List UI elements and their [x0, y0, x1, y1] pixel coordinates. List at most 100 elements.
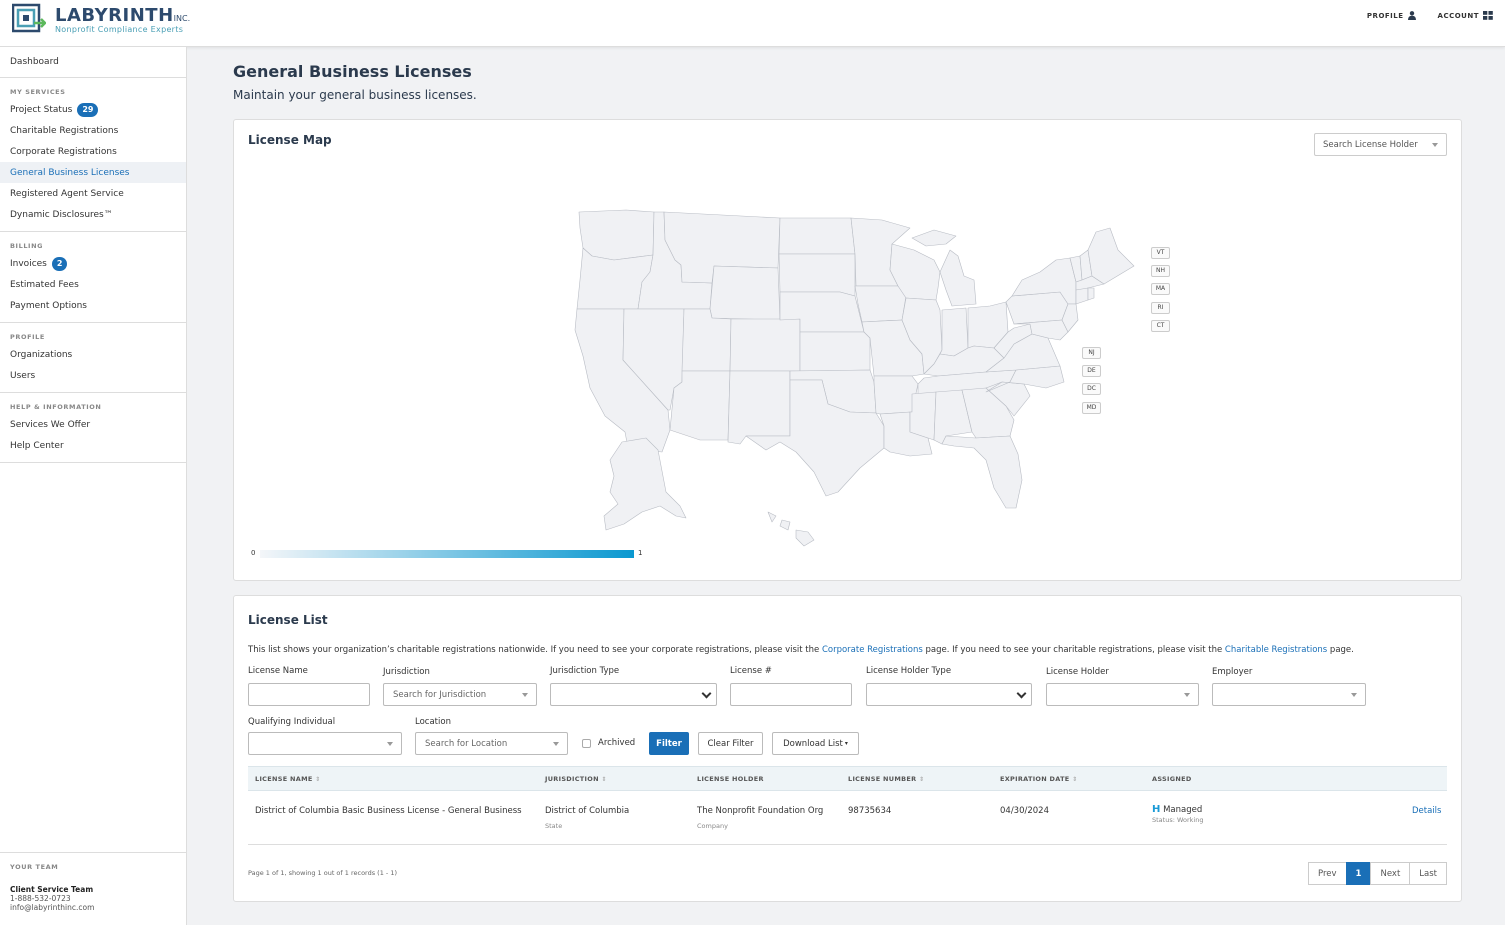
- team-email[interactable]: info@labyrinthinc.com: [10, 903, 95, 912]
- jurisdiction-placeholder: Search for Jurisdiction: [393, 690, 487, 700]
- qualifying-individual-select[interactable]: [248, 732, 402, 755]
- sidebar-item-charitable-registrations[interactable]: Charitable Registrations: [10, 125, 119, 136]
- your-team-heading: YOUR TEAM: [10, 863, 59, 871]
- state-tag-ma[interactable]: MA: [1151, 283, 1170, 295]
- sidebar-item-users[interactable]: Users: [10, 370, 36, 381]
- sidebar-item-estimated-fees[interactable]: Estimated Fees: [10, 279, 79, 290]
- license-holder-search-select[interactable]: Search License Holder: [1314, 133, 1447, 156]
- brand-suffix: INC.: [173, 13, 191, 23]
- download-list-button[interactable]: Download List ▾: [772, 732, 859, 755]
- state-nc: [985, 365, 1065, 393]
- col-jurisdiction[interactable]: JURISDICTION ⇕: [545, 775, 607, 783]
- last-page-button[interactable]: Last: [1409, 862, 1447, 885]
- account-menu[interactable]: ACCOUNT: [1438, 11, 1493, 20]
- row-details-link[interactable]: Details: [1412, 806, 1442, 816]
- sort-icon: ⇕: [601, 776, 607, 783]
- sidebar-item-dynamic-disclosures[interactable]: Dynamic Disclosures™: [10, 209, 113, 220]
- license-number-input[interactable]: [730, 683, 852, 706]
- map-legend-gradient: [260, 550, 634, 558]
- col-license-name[interactable]: LICENSE NAME ⇕: [255, 775, 321, 783]
- state-tag-vt[interactable]: VT: [1151, 247, 1170, 259]
- profile-label: PROFILE: [1366, 11, 1404, 20]
- labyrinth-logo-icon: [11, 3, 47, 35]
- state-tag-md[interactable]: MD: [1082, 402, 1101, 414]
- row-license-name: District of Columbia Basic Business Lice…: [255, 806, 522, 816]
- row-license-number: 98735634: [848, 806, 892, 816]
- state-tag-de[interactable]: DE: [1082, 365, 1101, 377]
- caret-down-icon: [1432, 143, 1438, 147]
- state-tag-nh[interactable]: NH: [1151, 265, 1170, 277]
- location-label: Location: [415, 717, 451, 727]
- archived-checkbox[interactable]: [582, 739, 591, 748]
- license-list-panel: License List This list shows your organi…: [233, 595, 1462, 902]
- state-wa: [578, 209, 655, 261]
- corporate-registrations-link[interactable]: Corporate Registrations: [821, 645, 923, 655]
- sidebar-item-registered-agent-service[interactable]: Registered Agent Service: [10, 188, 124, 199]
- state-tag-nj[interactable]: NJ: [1082, 347, 1101, 359]
- state-wy: [709, 265, 781, 321]
- state-ks: [799, 331, 871, 372]
- filter-button[interactable]: Filter: [649, 732, 689, 755]
- caret-down-icon: [1184, 693, 1190, 697]
- license-holder-type-select[interactable]: [866, 683, 1032, 706]
- sidebar-item-services-we-offer[interactable]: Services We Offer: [10, 419, 91, 430]
- state-fl: [941, 435, 1023, 509]
- sidebar-item-project-status[interactable]: Project Status 29: [0, 99, 186, 120]
- state-mt: [663, 211, 781, 284]
- main-content: General Business Licenses Maintain your …: [187, 47, 1505, 925]
- profile-menu[interactable]: PROFILE: [1367, 11, 1416, 20]
- col-expiration-date[interactable]: EXPIRATION DATE ⇕: [1000, 775, 1078, 783]
- sidebar-item-dashboard[interactable]: Dashboard: [10, 56, 59, 67]
- pagination: Prev 1 Next Last: [1308, 862, 1447, 885]
- employer-select[interactable]: [1212, 683, 1366, 706]
- page-1-button[interactable]: 1: [1345, 862, 1372, 885]
- col-license-number[interactable]: LICENSE NUMBER ⇕: [848, 775, 925, 783]
- team-phone[interactable]: 1-888-532-0723: [10, 894, 71, 903]
- row-jurisdiction-type: State: [545, 822, 563, 830]
- license-number-label: License #: [730, 666, 772, 676]
- sort-icon: ⇕: [315, 776, 321, 783]
- license-list-intro: This list shows your organization’s char…: [248, 645, 1354, 655]
- state-nj: [1061, 303, 1079, 333]
- invoices-count-badge: 2: [51, 256, 68, 271]
- state-tag-dc[interactable]: DC: [1082, 383, 1101, 395]
- sidebar-item-general-business-licenses[interactable]: General Business Licenses: [0, 162, 186, 183]
- sidebar-item-organizations[interactable]: Organizations: [10, 349, 73, 360]
- state-tag-ri[interactable]: RI: [1151, 302, 1170, 314]
- prev-page-button[interactable]: Prev: [1308, 862, 1347, 885]
- license-name-input[interactable]: [248, 683, 370, 706]
- state-co: [729, 318, 801, 372]
- license-holder-select[interactable]: [1046, 683, 1199, 706]
- grid-icon: [1483, 11, 1493, 20]
- license-map-title: License Map: [248, 133, 332, 147]
- row-jurisdiction: District of Columbia: [545, 806, 630, 816]
- row-status: Status: Working: [1152, 816, 1204, 824]
- jurisdiction-type-select[interactable]: [550, 683, 717, 706]
- state-ia: [854, 285, 907, 323]
- billing-heading: BILLING: [10, 242, 44, 250]
- state-nd: [778, 217, 856, 255]
- next-page-button[interactable]: Next: [1370, 862, 1411, 885]
- employer-label: Employer: [1212, 667, 1253, 677]
- location-placeholder: Search for Location: [425, 739, 508, 749]
- chevron-down-icon: [1016, 688, 1027, 699]
- labyrinth-logo[interactable]: LABYRINTHINC. Nonprofit Compliance Exper…: [11, 3, 191, 35]
- sidebar-item-corporate-registrations[interactable]: Corporate Registrations: [10, 146, 117, 157]
- qualifying-individual-label: Qualifying Individual: [248, 717, 336, 727]
- state-sd: [778, 253, 856, 297]
- state-tag-ct[interactable]: CT: [1151, 320, 1170, 332]
- my-services-heading: MY SERVICES: [10, 88, 66, 96]
- legend-max-label: 1: [638, 549, 643, 557]
- us-map[interactable]: [234, 120, 1461, 580]
- sidebar-item-payment-options[interactable]: Payment Options: [10, 300, 87, 311]
- clear-filter-button[interactable]: Clear Filter: [698, 732, 763, 755]
- charitable-registrations-link[interactable]: Charitable Registrations: [1224, 645, 1328, 655]
- col-license-holder: LICENSE HOLDER: [697, 775, 764, 783]
- sidebar-item-invoices[interactable]: Invoices 2: [0, 253, 186, 274]
- location-select[interactable]: Search for Location: [415, 732, 568, 755]
- jurisdiction-select[interactable]: Search for Jurisdiction: [383, 683, 537, 706]
- sort-icon: ⇕: [918, 776, 925, 783]
- license-map-panel: License Map Search License Holder: [233, 119, 1462, 581]
- state-nm: [727, 370, 791, 445]
- sidebar-item-help-center[interactable]: Help Center: [10, 440, 64, 451]
